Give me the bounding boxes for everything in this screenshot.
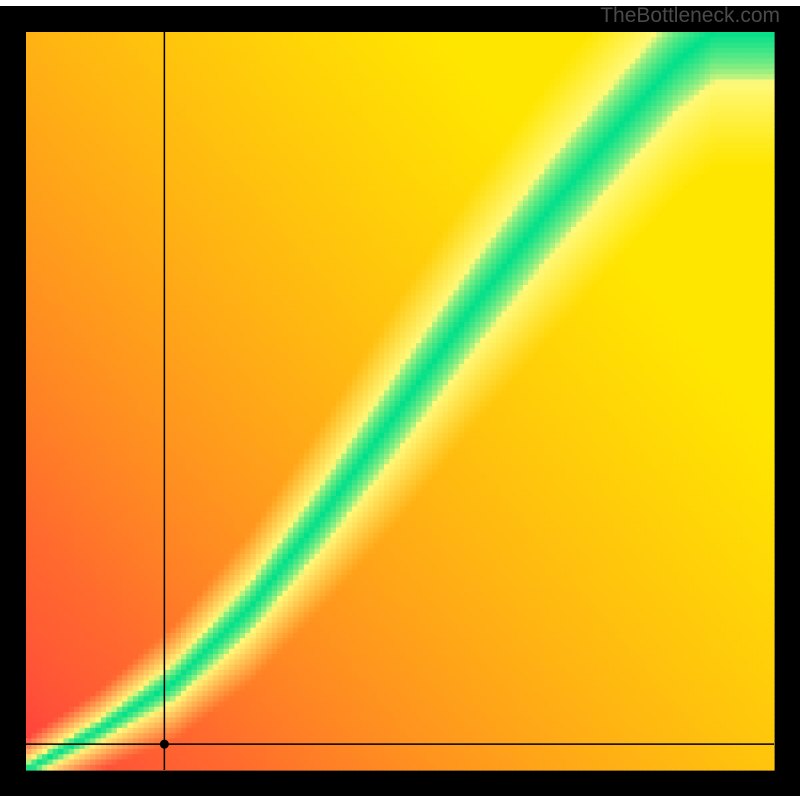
bottleneck-heatmap [0, 0, 800, 800]
watermark-text: TheBottleneck.com [600, 4, 780, 28]
